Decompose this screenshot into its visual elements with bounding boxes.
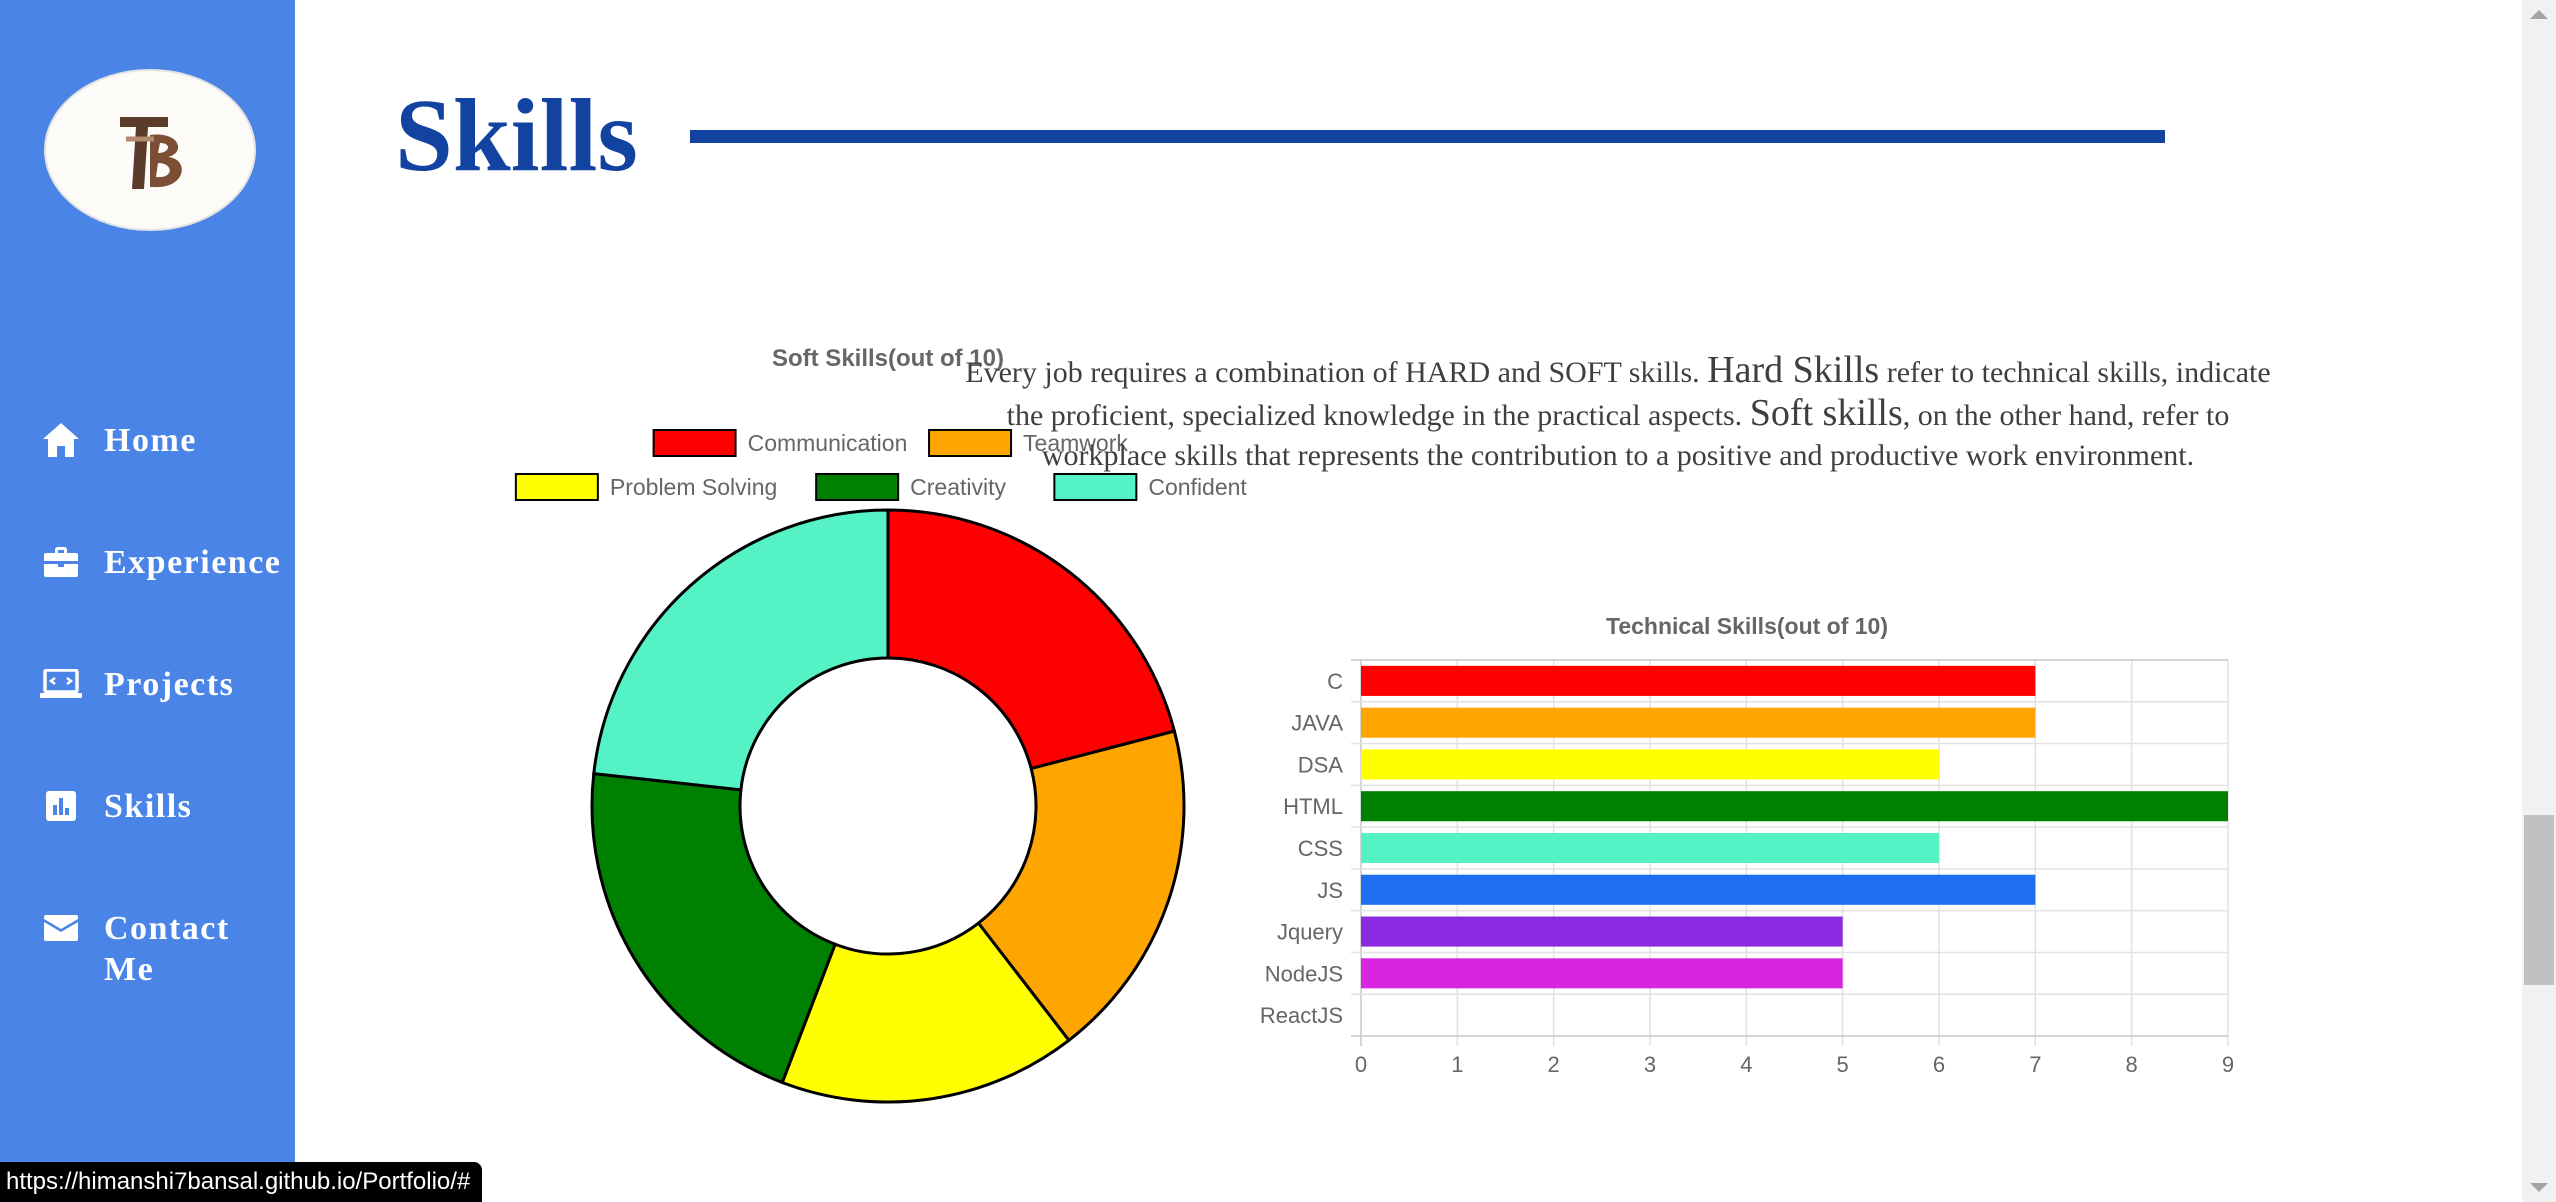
soft-chart-slices — [590, 508, 1186, 1104]
legend-swatch — [815, 473, 900, 501]
x-tick-label: 4 — [1740, 1052, 1752, 1077]
soft-skills-chart: Soft Skills(out of 10) Communication Team… — [514, 345, 1247, 1104]
x-tick-label: 0 — [1355, 1052, 1367, 1077]
nav-experience-label: Experience — [104, 544, 282, 581]
skills-intro: Every job requires a combination of HARD… — [948, 350, 2288, 476]
bar-css[interactable] — [1361, 832, 1939, 864]
legend-item-teamwork[interactable]: Teamwork — [928, 429, 1128, 457]
legend-label: Creativity — [910, 474, 1006, 500]
x-tick-label: 9 — [2222, 1052, 2234, 1077]
scroll-up-arrow[interactable] — [2530, 10, 2548, 19]
y-tick-label: DSA — [1298, 752, 1344, 777]
y-tick-label: C — [1327, 669, 1343, 694]
scrollbar[interactable] — [2522, 0, 2556, 1202]
status-bar-url: https://himanshi7bansal.github.io/Portfo… — [0, 1162, 483, 1202]
intro-part-1: Every job requires a combination of HARD… — [965, 356, 1700, 389]
tech-chart-x-labels: 0 1 2 3 4 5 6 7 8 9 — [1355, 1052, 2234, 1077]
x-tick-label: 7 — [2029, 1052, 2041, 1077]
nav-skills-label: Skills — [104, 788, 193, 825]
legend-item-communication[interactable]: Communication — [652, 429, 908, 457]
x-tick-label: 8 — [2126, 1052, 2138, 1077]
x-tick-label: 2 — [1548, 1052, 1560, 1077]
x-tick-label: 5 — [1837, 1052, 1849, 1077]
slice-teamwork[interactable] — [976, 729, 1186, 1043]
y-tick-label: CSS — [1298, 836, 1343, 861]
nav-projects-label: Projects — [104, 666, 235, 703]
home-icon — [40, 420, 82, 460]
y-tick-label: JAVA — [1291, 711, 1343, 736]
legend-label: Confident — [1148, 474, 1247, 500]
bar-js[interactable] — [1361, 874, 2036, 905]
bar-c[interactable] — [1361, 665, 2036, 696]
y-tick-label: JS — [1317, 878, 1343, 903]
x-tick-label: 6 — [1933, 1052, 1945, 1077]
page-title: Skills — [395, 78, 638, 193]
title-divider — [690, 130, 2165, 143]
legend-swatch — [928, 429, 1013, 457]
briefcase-icon — [40, 542, 82, 582]
legend-label: Teamwork — [1023, 430, 1128, 456]
scroll-down-arrow[interactable] — [2530, 1183, 2548, 1192]
slice-creativity[interactable] — [590, 771, 838, 1085]
bar-java[interactable] — [1361, 707, 2036, 738]
nav-skills[interactable]: Skills — [40, 786, 192, 827]
nav-projects[interactable]: Projects — [40, 664, 234, 705]
tech-chart-title: Technical Skills(out of 10) — [1606, 613, 1888, 639]
main-content: Skills — [295, 0, 2556, 1202]
laptop-code-icon — [40, 664, 82, 704]
nav-experience[interactable]: Experience — [40, 542, 281, 583]
legend-item-problem-solving[interactable]: Problem Solving — [514, 473, 777, 501]
nav-contact[interactable]: Contact Me — [40, 908, 230, 990]
legend-swatch — [1053, 473, 1138, 501]
slice-communication[interactable] — [886, 508, 1177, 771]
sidebar: Home Experience Projects Skills Contact … — [0, 0, 295, 1202]
y-tick-label: NodeJS — [1265, 961, 1343, 986]
bar-nodejs[interactable] — [1361, 958, 1843, 989]
y-tick-label: HTML — [1283, 794, 1343, 819]
legend-item-confident[interactable]: Confident — [1053, 473, 1247, 501]
soft-chart-legend: Communication Teamwork Problem Solving Crea… — [514, 429, 1247, 501]
logo-icon — [120, 117, 182, 189]
logo[interactable] — [44, 69, 256, 231]
nav-home[interactable]: Home — [40, 420, 197, 461]
tech-chart-y-labels: C JAVA DSA HTML CSS JS Jquery NodeJS ReactJS — [1260, 669, 1343, 1028]
x-tick-label: 1 — [1451, 1052, 1463, 1077]
bar-html[interactable] — [1361, 791, 2228, 822]
legend-label: Communication — [748, 430, 908, 456]
y-tick-label: ReactJS — [1260, 1003, 1343, 1028]
nav-contact-label: Contact Me — [104, 910, 230, 988]
slice-problem-solving[interactable] — [780, 921, 1072, 1104]
intro-part-2: refer to technical skills, indicate the … — [1006, 356, 2271, 432]
legend-label: Problem Solving — [610, 474, 777, 500]
legend-item-creativity[interactable]: Creativity — [815, 473, 1007, 501]
envelope-icon — [40, 908, 82, 948]
legend-swatch — [652, 429, 737, 457]
chart-bar-icon — [40, 786, 82, 826]
bar-dsa[interactable] — [1361, 749, 1939, 780]
intro-soft-skills: Soft skills — [1749, 392, 1903, 434]
x-tick-label: 3 — [1644, 1052, 1656, 1077]
intro-hard-skills: Hard Skills — [1707, 349, 1880, 391]
intro-part-3: , on the other hand, refer to workplace … — [1041, 399, 2230, 472]
nav-home-label: Home — [104, 422, 197, 459]
y-tick-label: Jquery — [1277, 920, 1343, 945]
tech-chart-bars — [1361, 665, 2228, 989]
scrollbar-thumb[interactable] — [2524, 815, 2554, 985]
soft-chart-title: Soft Skills(out of 10) — [772, 345, 1004, 372]
slice-confident[interactable] — [592, 508, 890, 792]
legend-swatch — [514, 473, 599, 501]
bar-jquery[interactable] — [1361, 916, 1843, 947]
technical-skills-chart: Technical Skills(out of 10) C JAVA DSA HTML… — [1260, 613, 2234, 1077]
